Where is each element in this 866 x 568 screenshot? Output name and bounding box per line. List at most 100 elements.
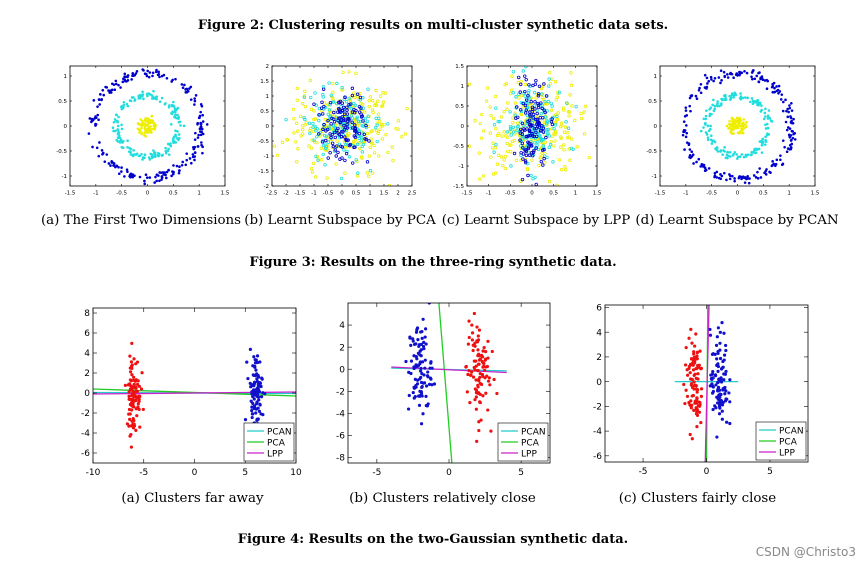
data-point xyxy=(313,91,317,95)
data-point xyxy=(732,96,735,99)
data-point xyxy=(199,133,203,137)
data-point xyxy=(294,140,298,144)
data-point xyxy=(345,112,350,116)
data-point xyxy=(688,371,692,375)
data-point xyxy=(117,83,120,87)
data-point xyxy=(690,341,694,345)
data-point xyxy=(788,106,792,110)
data-point xyxy=(198,127,202,131)
data-point xyxy=(114,79,118,83)
data-point xyxy=(356,171,360,175)
data-point xyxy=(478,357,483,361)
data-point xyxy=(515,128,519,133)
data-point xyxy=(153,181,156,184)
data-point xyxy=(733,179,736,183)
data-point xyxy=(424,342,428,346)
data-point xyxy=(756,177,760,180)
data-point xyxy=(307,121,312,126)
data-point xyxy=(565,101,570,106)
data-point xyxy=(160,154,164,157)
data-point xyxy=(534,182,538,186)
data-point xyxy=(735,153,738,156)
data-point xyxy=(338,121,342,125)
data-point xyxy=(513,101,518,105)
data-point xyxy=(537,199,540,202)
data-point xyxy=(541,163,545,167)
x-tick-label: -0.5 xyxy=(505,191,516,197)
data-point xyxy=(752,101,756,104)
data-point xyxy=(171,139,175,143)
data-point xyxy=(120,170,123,173)
data-point xyxy=(492,377,496,382)
data-point xyxy=(315,154,320,159)
data-point xyxy=(495,391,499,396)
data-point xyxy=(331,144,336,149)
data-point xyxy=(261,412,265,417)
data-point xyxy=(131,153,134,157)
data-point xyxy=(141,158,144,161)
data-point xyxy=(128,354,132,358)
y-tick-label: -2 xyxy=(336,387,345,397)
data-point xyxy=(481,174,486,178)
data-point xyxy=(699,387,704,391)
y-tick-label: -2 xyxy=(593,403,602,413)
data-point xyxy=(787,110,790,114)
data-point xyxy=(205,123,209,126)
data-point xyxy=(716,102,719,106)
data-point xyxy=(745,177,748,181)
data-point xyxy=(753,147,757,151)
data-point xyxy=(781,109,785,113)
data-point xyxy=(350,110,355,114)
data-point xyxy=(136,382,140,386)
data-point xyxy=(715,435,719,439)
data-point xyxy=(709,138,713,142)
data-point xyxy=(189,98,193,101)
data-point xyxy=(789,139,793,142)
data-point xyxy=(350,93,355,98)
data-point xyxy=(708,333,713,337)
data-point xyxy=(337,132,341,137)
data-point xyxy=(131,72,135,75)
data-point xyxy=(516,81,521,85)
data-point xyxy=(256,406,260,410)
data-point xyxy=(150,97,154,100)
data-point xyxy=(340,87,345,92)
data-point xyxy=(407,393,411,398)
data-point xyxy=(510,88,514,92)
data-point xyxy=(546,127,550,132)
data-point xyxy=(123,72,127,76)
data-point xyxy=(720,79,723,82)
data-point xyxy=(152,155,156,158)
data-point xyxy=(348,99,353,103)
data-point xyxy=(476,334,480,338)
data-point xyxy=(177,136,181,140)
data-point xyxy=(683,148,686,151)
data-point xyxy=(523,74,527,78)
data-point xyxy=(179,124,182,127)
x-tick-label: 0 xyxy=(192,468,198,478)
data-point xyxy=(367,174,371,179)
data-point xyxy=(723,74,727,78)
data-point xyxy=(177,171,181,175)
data-point xyxy=(330,116,334,121)
data-point xyxy=(296,147,300,151)
data-point xyxy=(366,114,370,119)
data-point xyxy=(322,122,326,127)
data-point xyxy=(722,331,726,335)
data-point xyxy=(698,86,701,90)
data-point xyxy=(143,131,147,135)
x-tick-label: 0 xyxy=(446,468,452,478)
data-point xyxy=(717,412,722,416)
data-point xyxy=(559,145,563,149)
data-point xyxy=(562,130,567,134)
data-point xyxy=(562,143,566,147)
data-point xyxy=(312,117,316,122)
data-point xyxy=(165,76,169,80)
data-point xyxy=(534,78,538,83)
data-point xyxy=(141,119,144,123)
data-point xyxy=(523,89,527,94)
data-point xyxy=(464,364,468,369)
data-point xyxy=(739,92,742,95)
data-point xyxy=(201,145,204,149)
data-point xyxy=(359,135,364,140)
